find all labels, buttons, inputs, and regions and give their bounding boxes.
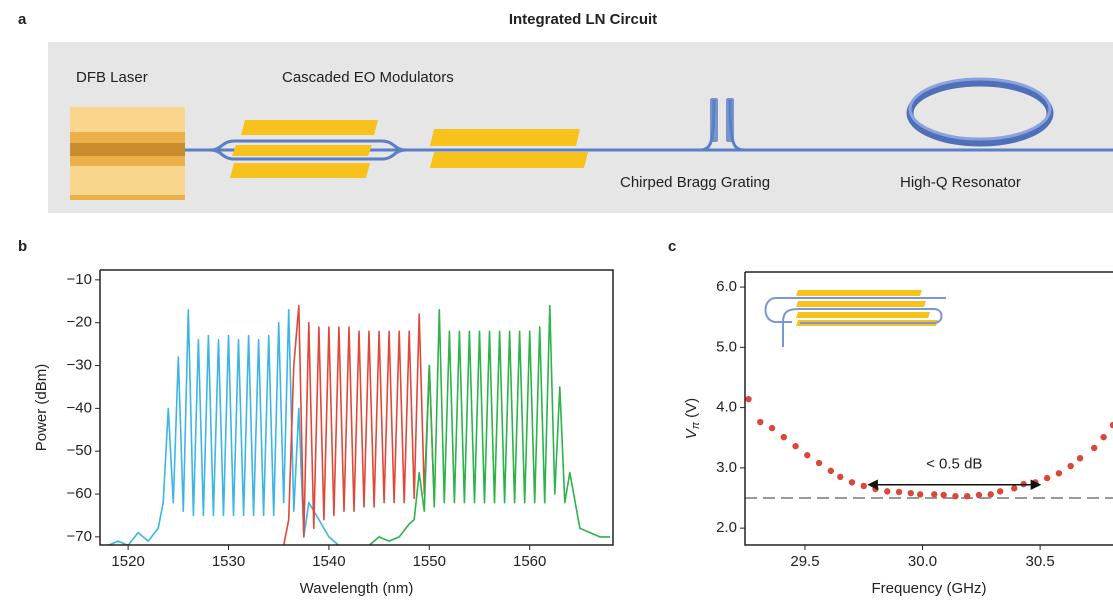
x-axis-label: Wavelength (nm): [300, 580, 414, 597]
y-tick-label: −20: [67, 314, 92, 331]
panel-label: a: [18, 11, 27, 28]
data-point: [1109, 421, 1113, 429]
data-point: [1100, 433, 1107, 441]
data-point: [931, 491, 938, 498]
diagram-title: Integrated LN Circuit: [509, 11, 657, 28]
x-tick-label: 30.0: [908, 553, 937, 570]
data-point: [907, 489, 914, 497]
data-point: [792, 442, 799, 450]
data-point: [848, 479, 856, 486]
data-point: [975, 491, 983, 499]
data-point: [952, 492, 959, 500]
plot-area: [745, 395, 1113, 500]
data-point: [1067, 462, 1074, 470]
data-point: [804, 452, 811, 459]
y-axis-label: Vπ (V): [683, 398, 702, 439]
x-tick-label: 1530: [212, 553, 245, 570]
data-point: [916, 491, 924, 498]
data-point: [884, 488, 891, 495]
axis-frame: [99, 269, 614, 546]
data-point: [768, 424, 776, 432]
x-tick-label: 1520: [111, 553, 144, 570]
y-axis-label: Power (dBm): [33, 364, 50, 452]
y-tick-label: −30: [67, 356, 92, 373]
inset-diagram: [764, 290, 946, 347]
data-point: [827, 467, 835, 475]
data-point: [745, 395, 752, 403]
y-tick-label: −70: [67, 528, 92, 545]
data-point: [860, 482, 867, 490]
plot-area: [107, 304, 610, 545]
y-tick-label: 3.0: [716, 459, 737, 476]
y-tick-label: −40: [67, 399, 92, 416]
x-tick-label: 30.5: [1026, 553, 1055, 570]
y-tick-label: 5.0: [716, 338, 737, 355]
component-label: Chirped Bragg Grating: [620, 174, 770, 191]
y-label-unit: (V): [683, 398, 700, 418]
data-point: [872, 485, 879, 493]
data-point: [780, 433, 787, 441]
x-tick-label: 1540: [312, 553, 345, 570]
y-tick-label: −10: [67, 271, 92, 288]
data-point: [837, 473, 844, 481]
y-tick-label: 4.0: [716, 399, 737, 416]
data-point: [1076, 455, 1084, 462]
data-point: [757, 418, 764, 426]
circuit-diagram: [48, 42, 1113, 213]
y-tick-label: −50: [67, 442, 92, 459]
y-label-subscript: π: [690, 421, 702, 429]
data-point: [987, 491, 994, 498]
spectrum-line: [368, 304, 610, 545]
data-point: [1090, 444, 1098, 452]
spectrum-line: [282, 304, 436, 545]
annotation-text: < 0.5 dB: [926, 456, 982, 473]
data-point: [895, 488, 903, 496]
component-label: Cascaded EO Modulators: [282, 69, 454, 86]
x-tick-label: 29.5: [790, 553, 819, 570]
axis-frame: [744, 271, 1113, 546]
data-point: [940, 491, 947, 499]
data-point: [1055, 470, 1063, 477]
y-tick-label: −60: [67, 485, 92, 502]
panel-label: c: [668, 238, 676, 255]
data-point: [815, 459, 823, 467]
y-tick-label: 2.0: [716, 519, 737, 536]
component-label: High-Q Resonator: [900, 174, 1021, 191]
data-point: [1011, 485, 1018, 492]
panel-label: b: [18, 238, 27, 255]
x-tick-label: 1560: [513, 553, 546, 570]
y-tick-label: 6.0: [716, 278, 737, 295]
data-point: [996, 488, 1004, 495]
x-tick-label: 1550: [413, 553, 446, 570]
y-label-symbol: V: [683, 427, 700, 439]
x-axis-label: Frequency (GHz): [871, 580, 986, 597]
data-point: [964, 492, 971, 500]
spectrum-line: [107, 309, 340, 545]
component-label: DFB Laser: [76, 69, 148, 86]
data-point: [1043, 474, 1051, 482]
